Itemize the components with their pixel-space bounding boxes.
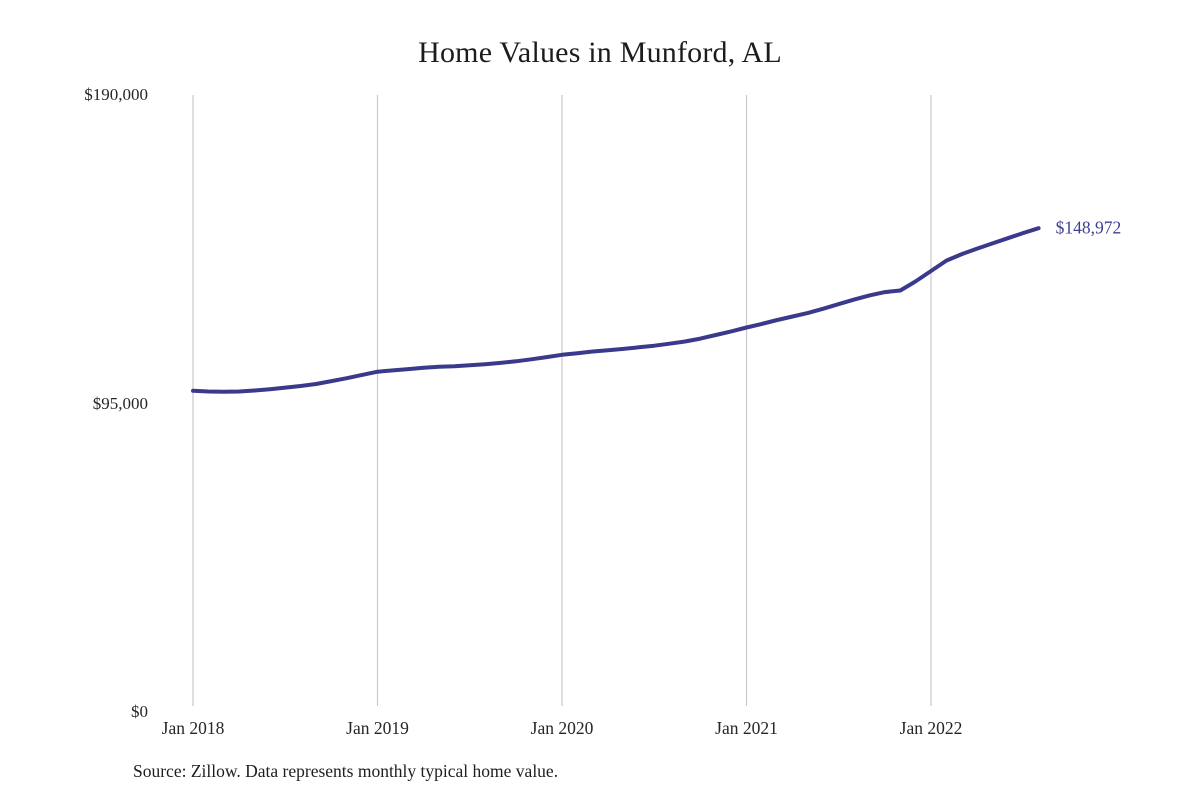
x-axis-tick-label-jan-2021: Jan 2021 [715, 718, 778, 738]
x-axis-tick-label-jan-2020: Jan 2020 [530, 718, 594, 738]
y-axis-tick-label-190000: $190,000 [84, 85, 148, 104]
y-axis-tick-label-0: $0 [131, 702, 148, 721]
y-axis-tick-label-95000: $95,000 [92, 393, 148, 413]
x-axis-tick-label-jan-2018: Jan 2018 [161, 718, 225, 738]
home-value-line-series [191, 226, 1041, 394]
chart-title: Home Values in Munford, AL [418, 36, 782, 69]
series-end-value-label: $148,972 [1055, 217, 1122, 238]
x-axis-tick-label-jan-2022: Jan 2022 [899, 718, 963, 738]
x-axis-tick-label-jan-2019: Jan 2019 [346, 718, 409, 738]
source-note: Source: Zillow. Data represents monthly … [133, 761, 559, 781]
